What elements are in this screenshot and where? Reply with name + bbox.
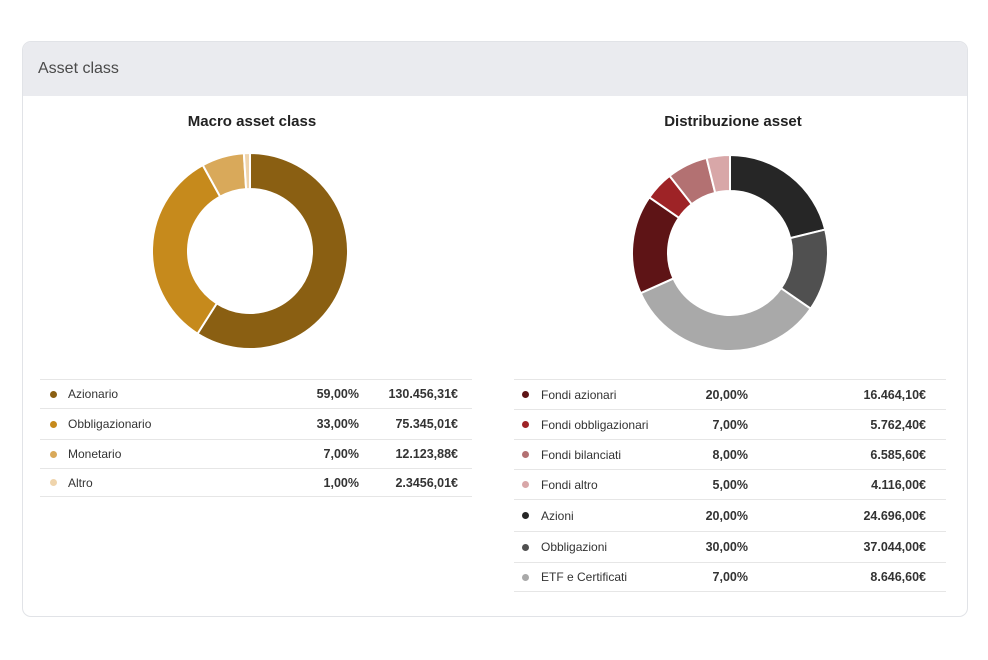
legend-percent: 30,00%	[705, 540, 748, 554]
distribuzione-asset-title: Distribuzione asset	[664, 113, 802, 130]
legend-label: Obbligazioni	[541, 540, 608, 554]
legend-dot-etf-e-certificati	[522, 573, 529, 581]
legend-percent: 5,00%	[712, 477, 748, 492]
macro-slice-obbligazionario	[151, 163, 222, 336]
legend-row-azionario: Azionario 59,00% 130.456,31€	[40, 379, 472, 409]
legend-dot-fondi-bilanciati	[522, 451, 529, 458]
legend-row-obbligazioni: Obbligazioni 30,00% 37.044,00€	[514, 532, 946, 563]
legend-dot-obbligazioni	[522, 543, 529, 551]
legend-percent: 7,00%	[712, 570, 748, 584]
legend-label: Fondi altro	[541, 477, 598, 492]
legend-row-altro: Altro 1,00% 2.3456,01€	[40, 469, 472, 497]
macro-asset-donut-chart	[151, 151, 349, 350]
legend-row-azioni: Azioni 20,00% 24.696,00€	[514, 500, 946, 532]
legend-dot-azioni	[522, 512, 529, 519]
card-header: Asset class	[23, 42, 967, 96]
legend-value: 6.585,60€	[870, 447, 926, 462]
legend-percent: 8,00%	[712, 447, 748, 462]
distribuzione-asset-donut-chart	[631, 153, 829, 352]
legend-value: 37.044,00€	[863, 540, 926, 554]
legend-value: 24.696,00€	[863, 508, 926, 523]
legend-row-fondi-altro: Fondi altro 5,00% 4.116,00€	[514, 470, 946, 500]
legend-row-fondi-azionari: Fondi azionari 20,00% 16.464,10€	[514, 379, 946, 410]
legend-row-fondi-obbligazionari: Fondi obbligazionari 7,00% 5.762,40€	[514, 410, 946, 440]
legend-row-etf-e-certificati: ETF e Certificati 7,00% 8.646,60€	[514, 563, 946, 592]
legend-label: Fondi obbligazionari	[541, 417, 649, 432]
legend-label: Fondi bilanciati	[541, 447, 622, 462]
distribuzione-slice-azioni	[729, 153, 827, 240]
legend-label: Fondi azionari	[541, 387, 617, 402]
card-title: Asset class	[38, 60, 119, 77]
legend-value: 130.456,31€	[388, 387, 458, 401]
macro-slice-azionario	[196, 151, 349, 350]
legend-value: 2.3456,01€	[395, 475, 458, 490]
legend-dot-obbligazionario	[50, 420, 57, 428]
legend-row-monetario: Monetario 7,00% 12.123,88€	[40, 440, 472, 469]
legend-label: Azioni	[541, 508, 574, 523]
legend-value: 75.345,01€	[395, 417, 458, 431]
legend-label: Altro	[68, 475, 93, 490]
legend-label: Monetario	[68, 447, 122, 461]
distribuzione-slice-etf-e-certificati	[639, 277, 813, 352]
legend-value: 5.762,40€	[870, 417, 926, 432]
legend-value: 4.116,00€	[871, 477, 926, 492]
legend-value: 16.464,10€	[863, 387, 926, 402]
legend-label: Azionario	[68, 387, 119, 401]
legend-percent: 33,00%	[316, 417, 359, 431]
legend-percent: 59,00%	[316, 387, 359, 401]
legend-value: 8.646,60€	[870, 570, 926, 584]
legend-percent: 20,00%	[705, 387, 748, 402]
macro-asset-class-title: Macro asset class	[187, 113, 317, 130]
asset-class-card: Asset class	[22, 41, 968, 617]
legend-row-obbligazionario: Obbligazionario 33,00% 75.345,01€	[40, 409, 472, 440]
legend-dot-altro	[50, 479, 57, 486]
legend-row-fondi-bilanciati: Fondi bilanciati 8,00% 6.585,60€	[514, 440, 946, 470]
legend-percent: 7,00%	[323, 447, 359, 461]
macro-asset-legend: Azionario 59,00% 130.456,31€ Obbligazionari…	[40, 379, 472, 497]
legend-label: ETF e Certificati	[541, 570, 628, 584]
macro-slice-altro	[242, 151, 251, 191]
distribuzione-asset-legend: Fondi azionari 20,00% 16.464,10€ Fondi obbl…	[514, 379, 946, 592]
legend-value: 12.123,88€	[395, 447, 458, 461]
legend-dot-fondi-azionari	[522, 391, 529, 398]
legend-dot-monetario	[50, 450, 57, 458]
legend-dot-fondi-obbligazionari	[522, 421, 529, 428]
legend-percent: 7,00%	[712, 417, 748, 432]
legend-percent: 1,00%	[323, 475, 359, 490]
legend-percent: 20,00%	[705, 508, 748, 523]
legend-dot-fondi-altro	[522, 481, 529, 488]
legend-label: Obbligazionario	[68, 417, 152, 431]
legend-dot-azionario	[50, 390, 57, 398]
distribuzione-slice-fondi-altro	[705, 153, 731, 195]
